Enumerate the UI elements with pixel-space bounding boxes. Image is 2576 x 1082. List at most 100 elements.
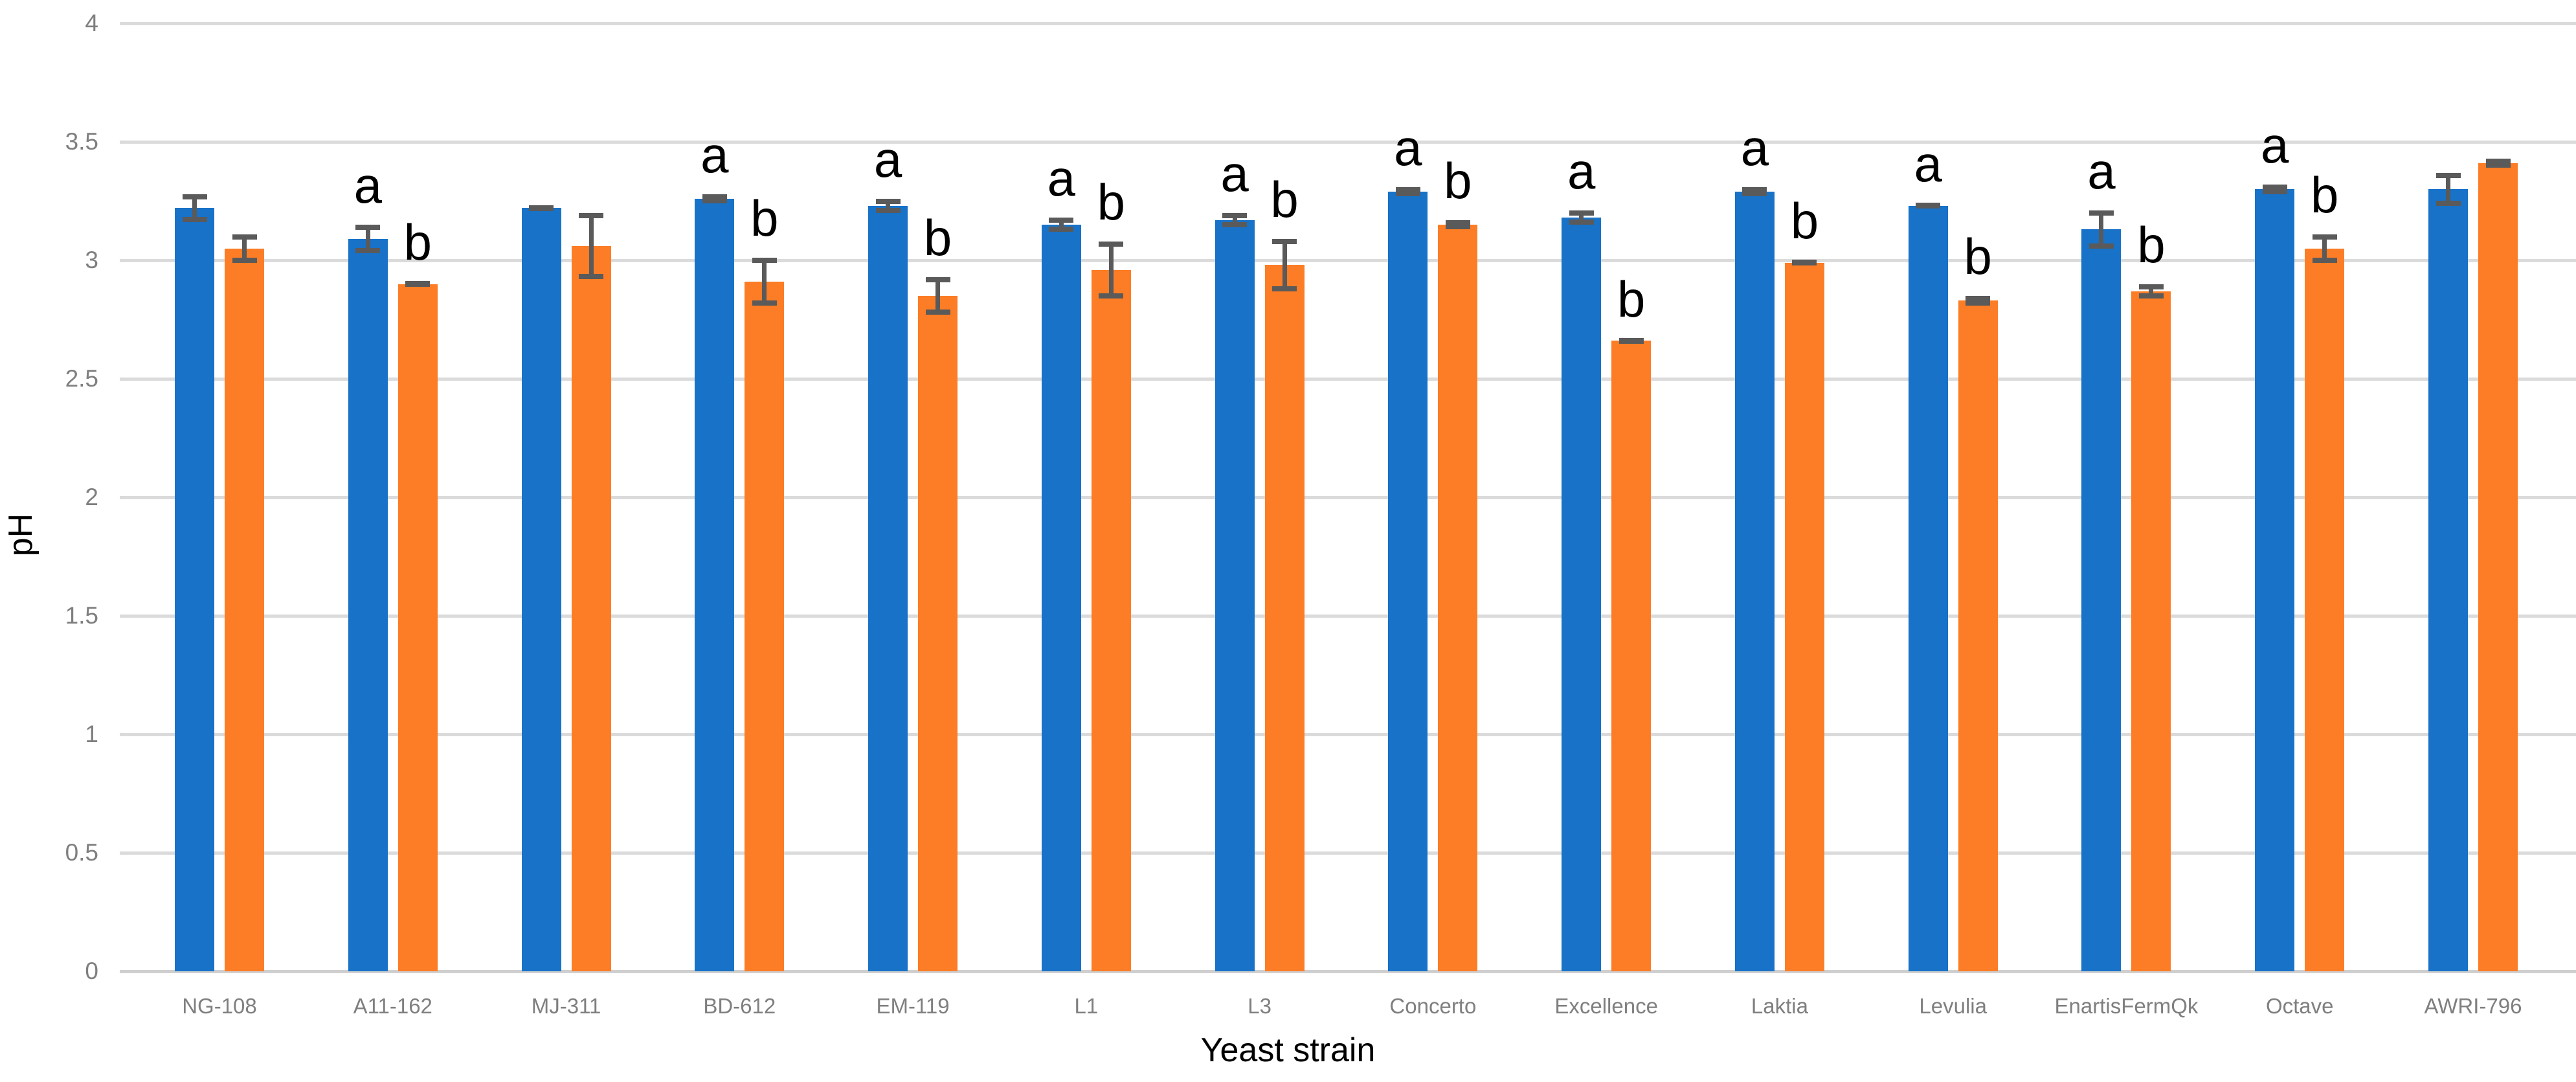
- bar-series-2-orange: [1784, 262, 1824, 971]
- x-axis-line: [120, 970, 2576, 973]
- significance-letter: a: [1740, 118, 1769, 176]
- error-bar-cap-bottom: [1916, 203, 1941, 209]
- gridline: [120, 378, 2576, 381]
- bar-series-1-blue: [175, 208, 214, 971]
- category-label: MJ-311: [531, 994, 601, 1018]
- significance-letter: a: [2261, 116, 2289, 174]
- significance-letter: b: [1790, 192, 1819, 249]
- category-label: A11-162: [353, 994, 432, 1018]
- error-bar-cap-bottom: [1395, 191, 1420, 197]
- bar-series-2-orange: [918, 295, 958, 971]
- significance-letter: b: [750, 190, 779, 247]
- error-bar-line: [2149, 284, 2154, 299]
- error-bar: [2262, 184, 2287, 194]
- error-bar-cap-top: [232, 234, 257, 240]
- error-bar: [1049, 218, 1074, 232]
- error-bar-cap-bottom: [355, 248, 381, 253]
- error-bar-cap-bottom: [1569, 220, 1594, 225]
- error-bar-cap-bottom: [579, 274, 604, 280]
- significance-letter: a: [2087, 142, 2116, 200]
- bar-series-1-blue: [1041, 225, 1081, 971]
- error-bar-cap-top: [1742, 186, 1767, 192]
- category-label: L3: [1248, 994, 1271, 1018]
- error-bar: [579, 212, 604, 280]
- error-bar-cap-top: [355, 225, 381, 231]
- error-bar-cap-bottom: [1742, 191, 1767, 197]
- error-bar: [1445, 220, 1470, 230]
- error-bar: [2485, 158, 2511, 168]
- error-bar: [1222, 212, 1248, 227]
- error-bar: [875, 198, 901, 213]
- bar-series-2-orange: [2131, 291, 2171, 971]
- y-tick-label: 1.5: [65, 602, 98, 629]
- category-label: BD-612: [703, 994, 776, 1018]
- gridline: [120, 851, 2576, 855]
- error-bar-cap-bottom: [2262, 188, 2287, 194]
- category-label: L1: [1074, 994, 1099, 1018]
- error-bar: [1099, 241, 1124, 299]
- y-tick-label: 2.5: [65, 365, 98, 392]
- error-bar-cap-top: [1099, 241, 1124, 247]
- error-bar-cap-top: [2262, 184, 2287, 190]
- error-bar-cap-bottom: [1272, 286, 1297, 291]
- bar-series-2-orange: [1264, 265, 1305, 971]
- error-bar: [1792, 260, 1817, 265]
- error-bar-line: [2446, 172, 2450, 206]
- significance-letter: a: [1220, 144, 1249, 202]
- bar-series-1-blue: [2428, 189, 2468, 971]
- category-label: NG-108: [182, 994, 257, 1018]
- error-bar-line: [935, 276, 941, 315]
- x-axis-title: Yeast strain: [1200, 1031, 1376, 1069]
- error-bar-line: [1058, 218, 1064, 232]
- bar-series-2-orange: [225, 248, 264, 971]
- error-bar-cap-bottom: [2485, 163, 2511, 168]
- bar-series-1-blue: [1388, 191, 1428, 971]
- error-bar-cap-top: [2089, 210, 2114, 216]
- error-bar-cap-bottom: [232, 257, 257, 263]
- error-bar: [1742, 186, 1767, 197]
- category-label: EM-119: [876, 994, 950, 1018]
- bar-series-2-orange: [2305, 248, 2345, 971]
- gridline: [120, 733, 2576, 736]
- bar-series-2-orange: [2478, 163, 2518, 971]
- error-bar-line: [1108, 241, 1114, 299]
- error-bar-cap-bottom: [1618, 338, 1644, 344]
- error-bar-cap-bottom: [2312, 257, 2337, 263]
- error-bar-cap-top: [1049, 218, 1074, 223]
- error-bar-cap-bottom: [2436, 200, 2461, 206]
- error-bar: [925, 276, 950, 315]
- error-bar-cap-top: [702, 194, 727, 199]
- significance-letter: b: [1617, 270, 1646, 328]
- error-bar-line: [365, 225, 370, 253]
- significance-letter: b: [2311, 166, 2339, 223]
- error-bar: [702, 194, 727, 204]
- error-bar-cap-top: [182, 194, 207, 199]
- error-bar: [752, 258, 777, 306]
- category-label: Excellence: [1554, 994, 1658, 1018]
- error-bar-cap-bottom: [2138, 293, 2164, 299]
- error-bar: [1272, 239, 1297, 291]
- gridline: [120, 259, 2576, 262]
- error-bar-cap-top: [1445, 220, 1470, 225]
- error-bar-line: [1282, 239, 1287, 291]
- error-bar: [2312, 234, 2337, 263]
- bar-series-1-blue: [348, 239, 388, 971]
- error-bar-cap-top: [875, 198, 901, 204]
- bar-series-1-blue: [1215, 220, 1255, 971]
- significance-letter: a: [1567, 142, 1596, 200]
- significance-letter: a: [700, 126, 729, 183]
- error-bar-line: [192, 194, 197, 223]
- error-bar-cap-bottom: [1049, 227, 1074, 232]
- significance-letter: a: [1047, 150, 1076, 207]
- category-label: EnartisFermQk: [2054, 994, 2199, 1018]
- bar-series-2-orange: [745, 281, 785, 971]
- gridline: [120, 496, 2576, 499]
- error-bar-cap-bottom: [1966, 300, 1991, 306]
- error-bar: [2436, 172, 2461, 206]
- y-tick-label: 3.5: [65, 128, 98, 155]
- error-bar-line: [1232, 212, 1237, 227]
- significance-letter: b: [403, 213, 432, 271]
- error-bar: [2138, 284, 2164, 299]
- significance-letter: b: [1097, 173, 1126, 231]
